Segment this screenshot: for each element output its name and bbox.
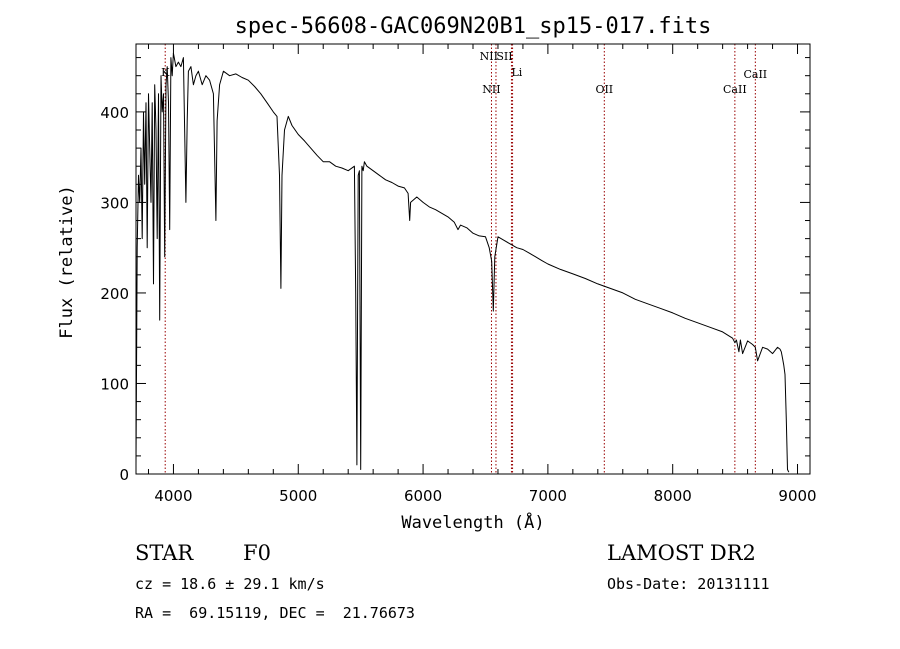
x-tick-label-0: 4000 — [154, 487, 192, 505]
y-tick-label-0: 0 — [119, 466, 129, 484]
x-tick-label-5: 9000 — [778, 487, 816, 505]
coordinates-text: RA = 69.15119, DEC = 21.76673 — [135, 604, 415, 622]
y-tick-label-1: 100 — [100, 375, 129, 393]
emission-line-markers: K NII NII Li SII OII CaII CaII — [161, 44, 767, 474]
y-axis-label: Flux (relative) — [57, 185, 77, 339]
object-class: STAR — [135, 541, 194, 565]
line-marker-label-0: K — [161, 66, 170, 79]
line-marker-label-4: SII — [496, 50, 512, 63]
x-axis-label: Wavelength (Å) — [401, 511, 544, 533]
y-tick-label-4: 400 — [100, 104, 129, 122]
line-marker-label-6: CaII — [723, 83, 747, 96]
spectrum-line — [135, 52, 790, 473]
y-tick-label-2: 200 — [100, 285, 129, 303]
redshift-text: cz = 18.6 ± 29.1 km/s — [135, 575, 325, 593]
y-tick-label-3: 300 — [100, 194, 129, 212]
line-marker-label-5: OII — [595, 83, 613, 96]
line-marker-label-7: CaII — [743, 68, 767, 81]
line-marker-label-2: NII — [480, 50, 498, 63]
survey-name: LAMOST DR2 — [607, 541, 756, 565]
x-axis: 4000 5000 6000 7000 8000 9000 — [147, 44, 817, 505]
chart-title: spec-56608-GAC069N20B1_sp15-017.fits — [235, 14, 712, 39]
x-tick-label-1: 5000 — [279, 487, 317, 505]
x-tick-label-3: 7000 — [529, 487, 567, 505]
plot-frame — [135, 43, 811, 475]
y-axis: 0 100 200 300 400 — [100, 57, 810, 484]
x-tick-label-2: 6000 — [404, 487, 442, 505]
spectrum-series — [135, 52, 790, 473]
obs-date-text: Obs-Date: 20131111 — [607, 575, 770, 593]
line-marker-label-3: Li — [511, 66, 522, 79]
object-subclass: F0 — [243, 541, 271, 565]
line-marker-label-1: NII — [482, 83, 500, 96]
x-tick-label-4: 8000 — [654, 487, 692, 505]
